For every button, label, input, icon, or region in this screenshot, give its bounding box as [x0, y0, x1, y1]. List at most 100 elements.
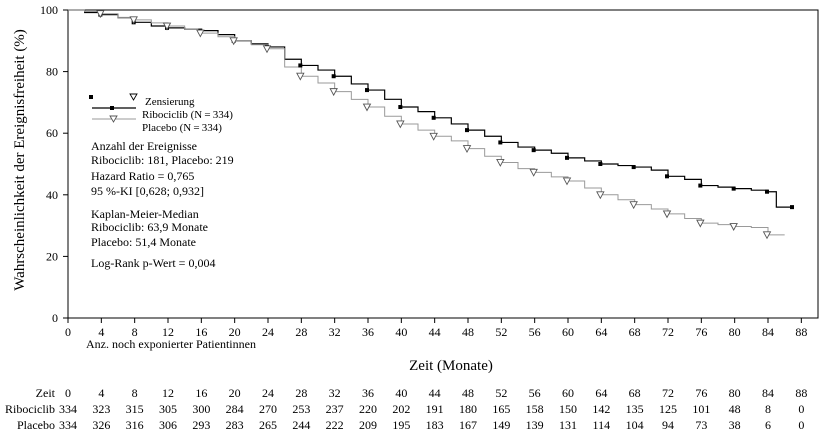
risk-time-cell: 72 [662, 386, 674, 400]
annotation-line: Ribociclib: 181, Placebo: 219 [91, 153, 234, 167]
risk-value-cell: 326 [92, 418, 111, 432]
placebo-censor-mark [729, 223, 738, 231]
risk-value-cell: 139 [525, 418, 544, 432]
x-axis-title: Zeit (Monate) [409, 358, 493, 374]
risk-value-cell: 300 [192, 402, 211, 416]
annotation-line: Log-Rank p-Wert = 0,004 [91, 256, 215, 270]
risk-value-cell: 0 [798, 418, 805, 432]
risk-time-cell: 12 [162, 386, 174, 400]
y-tick-label: 40 [46, 188, 58, 202]
ribociclib-censor-mark [365, 88, 369, 93]
risk-time-cell: 28 [295, 386, 308, 400]
x-tick-label: 24 [262, 325, 274, 339]
risk-value-cell: 305 [159, 402, 177, 416]
placebo-censor-mark [496, 159, 505, 167]
legend-placebo-marker [109, 115, 118, 123]
x-tick-label: 28 [295, 325, 307, 339]
risk-value-cell: 114 [592, 418, 611, 432]
x-tick-label: 80 [729, 325, 741, 339]
placebo-censor-mark [629, 201, 638, 210]
placebo-censor-mark [129, 16, 138, 25]
x-tick-label: 60 [562, 325, 574, 339]
risk-time-cell: 84 [762, 386, 774, 400]
ribociclib-censor-mark [765, 189, 769, 194]
risk-value-cell: 191 [425, 402, 444, 416]
ribociclib-censor-mark [498, 140, 503, 145]
placebo-censor-mark [296, 72, 305, 81]
legend-square-marker [89, 95, 93, 99]
legend-ribociclib-marker [110, 106, 114, 110]
y-tick-label: 20 [46, 249, 58, 263]
risk-row-label: Placebo [17, 418, 55, 432]
risk-value-cell: 209 [359, 418, 377, 432]
placebo-censor-mark [529, 168, 538, 177]
risk-time-cell: 56 [528, 386, 541, 400]
risk-value-cell: 315 [125, 402, 144, 416]
x-tick-label: 4 [98, 325, 104, 339]
x-tick-label: 52 [495, 325, 507, 339]
risk-value-cell: 125 [659, 402, 677, 416]
risk-value-cell: 293 [192, 418, 211, 432]
ribociclib-censor-mark [398, 105, 403, 110]
ribociclib-censor-mark [598, 162, 603, 166]
risk-time-cell: 60 [562, 386, 574, 400]
risk-row-label: Ribociclib [5, 402, 55, 416]
risk-time-cell: 52 [495, 386, 508, 400]
x-tick-label: 0 [65, 325, 71, 339]
risk-time-cell: 80 [728, 386, 741, 400]
x-tick-label: 8 [132, 325, 138, 339]
risk-time-cell: 8 [131, 386, 138, 400]
placebo-censor-mark [562, 177, 572, 186]
risk-value-cell: 265 [259, 418, 277, 432]
y-tick-label: 100 [40, 3, 58, 17]
x-tick-label: 44 [429, 325, 441, 339]
annotation-line: Placebo: 51,4 Monate [91, 235, 196, 249]
placebo-censor-mark [262, 45, 272, 54]
x-tick-label: 36 [362, 325, 374, 339]
risk-value-cell: 202 [392, 402, 411, 416]
placebo-censor-mark [696, 219, 705, 228]
censor-marks [96, 10, 794, 240]
y-tick-label: 0 [52, 311, 58, 325]
risk-value-cell: 101 [692, 402, 711, 416]
axes: 0 4 8 12 16 20 24 28 32 36 40 44 48 52 56 60 64 68 72 76 80 8… [40, 3, 819, 339]
risk-value-cell: 195 [392, 418, 411, 432]
ribociclib-censor-mark [465, 128, 469, 133]
x-tick-label: 16 [195, 325, 207, 339]
plot-frame [67, 9, 819, 319]
x-tick-label: 40 [395, 325, 407, 339]
risk-value-cell: 270 [259, 402, 277, 416]
risk-value-cell: 158 [525, 402, 544, 416]
risk-value-cell: 222 [325, 418, 344, 432]
ribociclib-censor-mark [665, 174, 669, 179]
legend-ribociclib-label: Ribociclib (N = 334) [142, 109, 233, 121]
risk-value-cell: 323 [92, 402, 111, 416]
risk-time-cell: 20 [228, 386, 241, 400]
annotation-line: Ribociclib: 63,9 Monate [91, 220, 208, 234]
legend-placebo-label: Placebo (N = 334) [142, 122, 222, 134]
risk-value-cell: 73 [695, 418, 708, 432]
risk-value-cell: 183 [425, 418, 444, 432]
risk-value-cell: 8 [765, 402, 771, 416]
x-tick-label: 12 [162, 325, 174, 339]
placebo-censor-mark [229, 37, 238, 46]
y-axis-label: Wahrscheinlichkeit der Ereignisfreiheit … [12, 29, 28, 291]
ribociclib-censor-mark [431, 115, 436, 120]
ribociclib-censor-mark [331, 74, 336, 79]
ribociclib-censor-mark [531, 148, 536, 153]
survival-curves [68, 9, 793, 236]
risk-value-cell: 283 [225, 418, 244, 432]
placebo-censor-mark [362, 103, 372, 112]
x-tick-label: 64 [595, 325, 607, 339]
ribociclib-censor-mark [790, 205, 794, 210]
risk-value-cell: 167 [459, 418, 477, 432]
risk-time-cell: 64 [595, 386, 608, 400]
annotation-line: Anzahl der Ereignisse [91, 139, 197, 153]
x-axis-label-layer: Zeit (Monate) [409, 358, 493, 374]
risk-table-title: Anz. noch exponierter Patientinnen [86, 337, 256, 351]
x-tick-label: 72 [662, 325, 674, 339]
x-tick-label: 84 [762, 325, 774, 339]
placebo-censor-mark [196, 29, 205, 38]
